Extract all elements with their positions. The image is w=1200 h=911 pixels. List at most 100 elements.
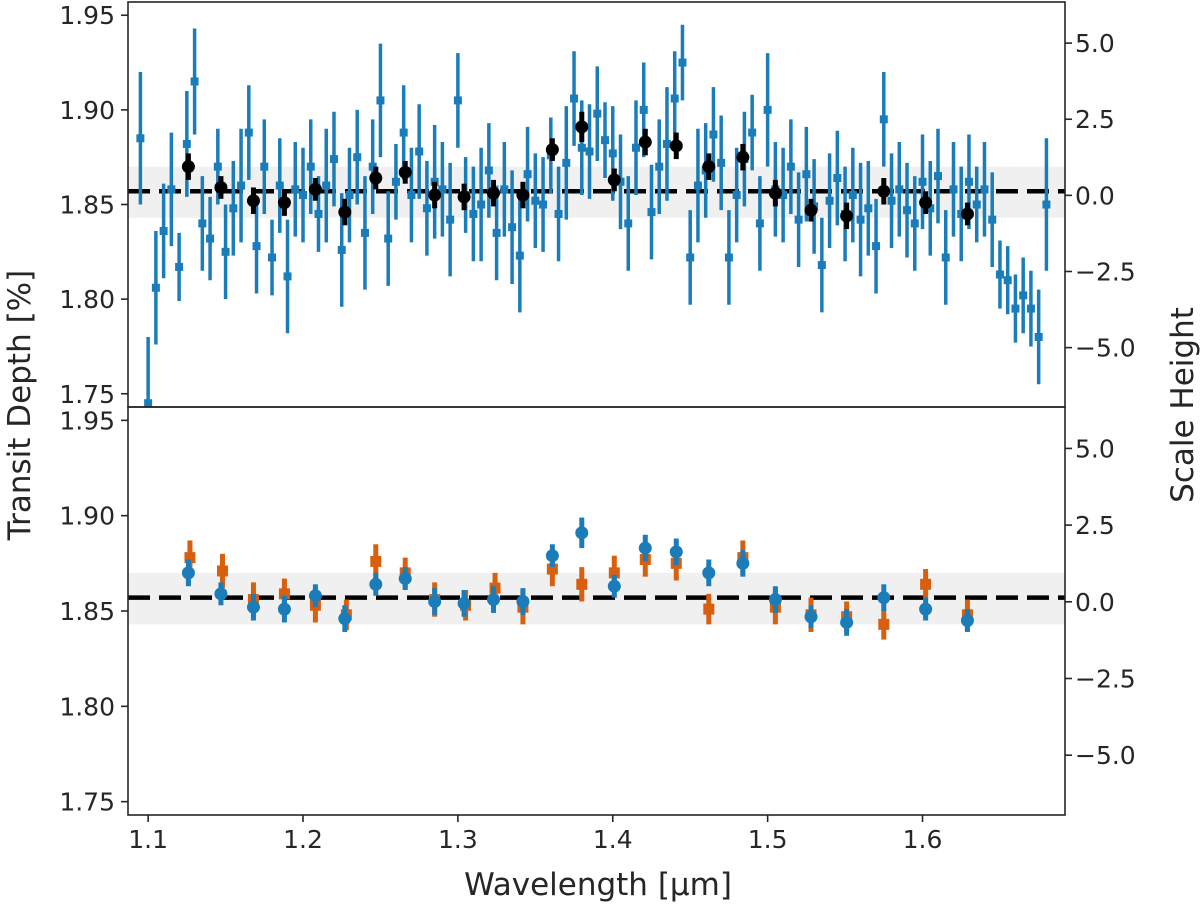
data-point — [539, 200, 548, 209]
x-tick-label: 1.3 — [438, 825, 478, 854]
data-point — [686, 253, 695, 262]
data-point — [246, 600, 260, 614]
x-tick-label: 1.2 — [283, 825, 323, 854]
data-point — [546, 563, 558, 575]
x-tick-label: 1.6 — [903, 825, 943, 854]
data-point — [1034, 332, 1043, 341]
data-point — [492, 228, 501, 237]
data-point — [655, 162, 664, 171]
data-point — [360, 228, 369, 237]
data-point — [338, 205, 352, 219]
data-point — [181, 566, 195, 580]
data-point — [407, 191, 416, 200]
data-point — [960, 614, 974, 628]
data-point — [308, 589, 322, 603]
data-point — [167, 185, 176, 194]
data-point — [446, 215, 455, 224]
data-point — [198, 219, 207, 228]
data-point — [887, 196, 896, 205]
data-point — [918, 177, 927, 186]
data-point — [190, 77, 199, 86]
data-point — [768, 593, 782, 607]
data-point — [391, 177, 400, 186]
series-1 — [181, 517, 974, 636]
data-point — [369, 577, 383, 591]
y-tick-label: 1.95 — [59, 1, 115, 30]
data-point — [864, 204, 873, 213]
data-point — [724, 253, 733, 262]
data-point — [438, 185, 447, 194]
series-1 — [181, 111, 974, 230]
data-point — [779, 191, 788, 200]
data-point — [872, 242, 881, 251]
axis-titles: Wavelength [µm] Transit Depth [%] Scale … — [2, 270, 1200, 903]
data-point — [428, 594, 442, 608]
data-point — [768, 186, 782, 200]
y2-tick-label: 0.0 — [1075, 588, 1115, 617]
data-point — [182, 139, 191, 148]
data-point — [181, 160, 195, 174]
data-point — [678, 58, 687, 67]
series-0 — [136, 24, 1051, 407]
data-point — [368, 162, 377, 171]
data-point — [399, 128, 408, 137]
data-point — [577, 143, 586, 152]
data-point — [638, 135, 652, 149]
data-point — [717, 158, 726, 167]
data-point — [384, 234, 393, 243]
data-point — [308, 182, 322, 196]
data-point — [639, 105, 648, 114]
data-point — [345, 191, 354, 200]
data-point — [802, 170, 811, 179]
data-point — [306, 162, 315, 171]
data-point — [702, 160, 716, 174]
data-point — [736, 150, 750, 164]
data-point — [329, 155, 338, 164]
data-point — [175, 262, 184, 271]
plot-area-bottom — [128, 517, 1065, 640]
data-point — [277, 196, 291, 210]
data-point — [878, 618, 890, 630]
data-point — [457, 190, 471, 204]
data-point — [136, 134, 145, 143]
y2-tick-label: −5.0 — [1075, 741, 1136, 770]
data-point — [353, 153, 362, 162]
data-point — [213, 162, 222, 171]
data-point — [338, 612, 352, 626]
data-point — [252, 242, 261, 251]
data-point — [910, 219, 919, 228]
data-point — [370, 555, 382, 567]
data-point — [732, 191, 741, 200]
data-point — [903, 206, 912, 215]
y-tick-label: 1.90 — [59, 502, 115, 531]
data-point — [214, 180, 228, 194]
data-point — [214, 587, 228, 601]
y2-tick-label: 5.0 — [1075, 29, 1115, 58]
data-point — [562, 158, 571, 167]
data-point — [848, 191, 857, 200]
x-tick-label: 1.5 — [748, 825, 788, 854]
data-point — [941, 253, 950, 262]
data-point — [709, 130, 718, 139]
data-point — [428, 188, 442, 202]
data-point — [575, 120, 589, 134]
data-point — [607, 579, 621, 593]
data-point — [398, 165, 412, 179]
data-point — [299, 191, 308, 200]
data-point — [278, 588, 290, 600]
y2-tick-label: 2.5 — [1075, 511, 1115, 540]
data-point — [980, 185, 989, 194]
panel-top: 1.75 1.80 1.85 1.90 1.95 −5.0 −2.5 0.0 2.5 5.0 — [59, 1, 1136, 409]
data-point — [545, 143, 559, 157]
data-point — [972, 200, 981, 209]
y2-tick-label: 0.0 — [1075, 181, 1115, 210]
data-point — [523, 170, 532, 179]
data-point — [840, 209, 854, 223]
data-point — [484, 166, 493, 175]
y2-tick-label: 5.0 — [1075, 434, 1115, 463]
data-point — [516, 188, 530, 202]
data-point — [670, 94, 679, 103]
data-point — [748, 128, 757, 137]
